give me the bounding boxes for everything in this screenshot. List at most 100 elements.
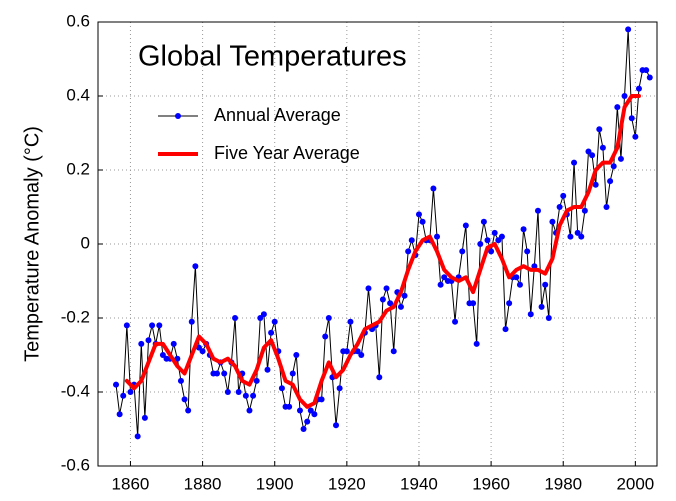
data-point <box>495 237 502 244</box>
data-point <box>470 300 477 307</box>
x-tick-label: 1860 <box>112 474 150 493</box>
data-point <box>138 340 145 347</box>
x-tick-label: 1960 <box>472 474 510 493</box>
data-point <box>480 218 487 225</box>
data-point <box>610 163 617 170</box>
data-point <box>520 226 527 233</box>
data-point <box>232 315 239 321</box>
data-point <box>625 26 632 33</box>
data-point <box>159 352 166 358</box>
y-tick-label: 0.2 <box>66 159 90 178</box>
data-point <box>347 318 354 325</box>
x-tick-label: 1920 <box>328 474 366 493</box>
data-point <box>441 274 448 281</box>
data-point <box>250 392 257 399</box>
data-point <box>531 263 538 270</box>
data-point <box>318 396 325 403</box>
data-point <box>293 352 300 358</box>
x-tick-label: 1900 <box>256 474 294 493</box>
data-point <box>549 218 556 225</box>
y-tick-label: 0.6 <box>66 11 90 30</box>
data-point <box>188 318 195 325</box>
data-point <box>365 285 372 292</box>
data-point <box>358 352 365 358</box>
data-point <box>589 152 596 159</box>
data-point <box>462 222 469 229</box>
data-point <box>260 311 267 318</box>
data-point <box>336 385 343 392</box>
data-point <box>304 418 311 425</box>
data-point <box>437 281 444 288</box>
data-point <box>242 392 249 399</box>
data-point <box>325 315 332 321</box>
data-point <box>343 348 350 355</box>
data-point <box>127 389 134 395</box>
data-point <box>491 229 498 236</box>
data-point <box>296 407 303 414</box>
chart-title: Global Temperatures <box>138 41 407 73</box>
data-point <box>524 248 531 255</box>
data-point <box>322 333 329 340</box>
data-point <box>145 337 152 344</box>
data-point <box>502 326 509 333</box>
x-tick-label: 1940 <box>400 474 438 493</box>
data-point <box>434 233 441 240</box>
data-point <box>177 377 184 384</box>
data-point <box>257 315 264 321</box>
data-point <box>113 381 120 388</box>
data-point <box>477 241 484 247</box>
legend-label: Annual Average <box>214 105 341 125</box>
data-point <box>542 281 549 288</box>
data-point <box>430 185 437 192</box>
data-point <box>498 233 505 240</box>
data-point <box>556 204 563 210</box>
data-point <box>592 181 599 188</box>
data-point <box>599 144 606 151</box>
y-tick-label: -0.2 <box>61 307 90 326</box>
legend-marker <box>175 113 181 119</box>
data-point <box>246 407 253 414</box>
data-point <box>397 303 404 310</box>
data-point <box>488 248 495 255</box>
data-point <box>506 300 513 307</box>
data-point <box>632 133 639 140</box>
x-tick-label: 1980 <box>544 474 582 493</box>
data-point <box>387 300 394 307</box>
data-point <box>603 204 610 210</box>
data-point <box>123 322 130 329</box>
y-tick-label: -0.4 <box>61 381 90 400</box>
y-axis-label: Temperature Anomaly (°C) <box>21 126 43 362</box>
data-point <box>235 389 242 395</box>
legend-label: Five Year Average <box>214 143 360 163</box>
data-point <box>300 426 307 432</box>
data-point <box>116 411 123 418</box>
data-point <box>181 396 188 403</box>
data-point <box>574 229 581 236</box>
data-point <box>408 237 415 244</box>
y-tick-label: 0.4 <box>66 85 90 104</box>
data-point <box>596 126 603 133</box>
data-point <box>120 392 127 399</box>
data-point <box>534 207 541 214</box>
data-point <box>192 263 199 270</box>
data-point <box>278 385 285 392</box>
data-point <box>224 389 231 395</box>
data-point <box>516 281 523 288</box>
data-point <box>484 237 491 244</box>
data-point <box>585 148 592 155</box>
data-point <box>415 211 422 218</box>
data-point <box>195 344 202 351</box>
data-point <box>513 274 520 281</box>
data-point <box>199 348 206 355</box>
data-point <box>185 407 192 414</box>
data-point <box>405 248 412 255</box>
data-point <box>538 303 545 310</box>
data-point <box>383 285 390 292</box>
data-point <box>307 407 314 414</box>
legend: Annual Average Five Year Average <box>158 105 360 163</box>
x-tick-label: 2000 <box>616 474 654 493</box>
data-point <box>527 311 534 318</box>
plot-area <box>113 26 653 440</box>
